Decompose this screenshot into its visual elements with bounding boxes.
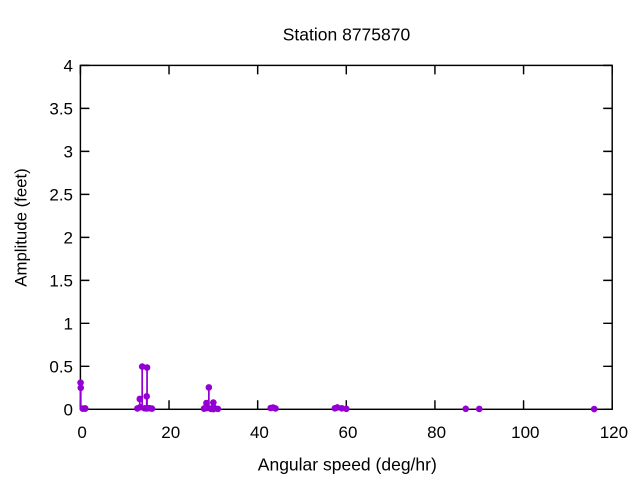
svg-text:4: 4 [64,57,73,76]
svg-text:100: 100 [511,423,539,442]
svg-text:20: 20 [161,423,180,442]
svg-text:1.5: 1.5 [49,272,73,291]
svg-text:Amplitude (feet): Amplitude (feet) [12,168,31,286]
svg-text:Angular speed (deg/hr): Angular speed (deg/hr) [258,454,437,474]
svg-text:2.5: 2.5 [49,186,73,205]
svg-text:3: 3 [64,143,73,162]
svg-text:1: 1 [64,315,73,334]
svg-text:Station 8775870: Station 8775870 [283,24,411,44]
svg-text:0: 0 [64,401,73,420]
svg-text:3.5: 3.5 [49,100,73,119]
svg-text:0: 0 [77,423,86,442]
svg-text:40: 40 [250,423,269,442]
svg-text:80: 80 [427,423,446,442]
svg-text:2: 2 [64,229,73,248]
svg-text:0.5: 0.5 [49,358,73,377]
svg-text:60: 60 [339,423,358,442]
svg-text:120: 120 [600,423,628,442]
